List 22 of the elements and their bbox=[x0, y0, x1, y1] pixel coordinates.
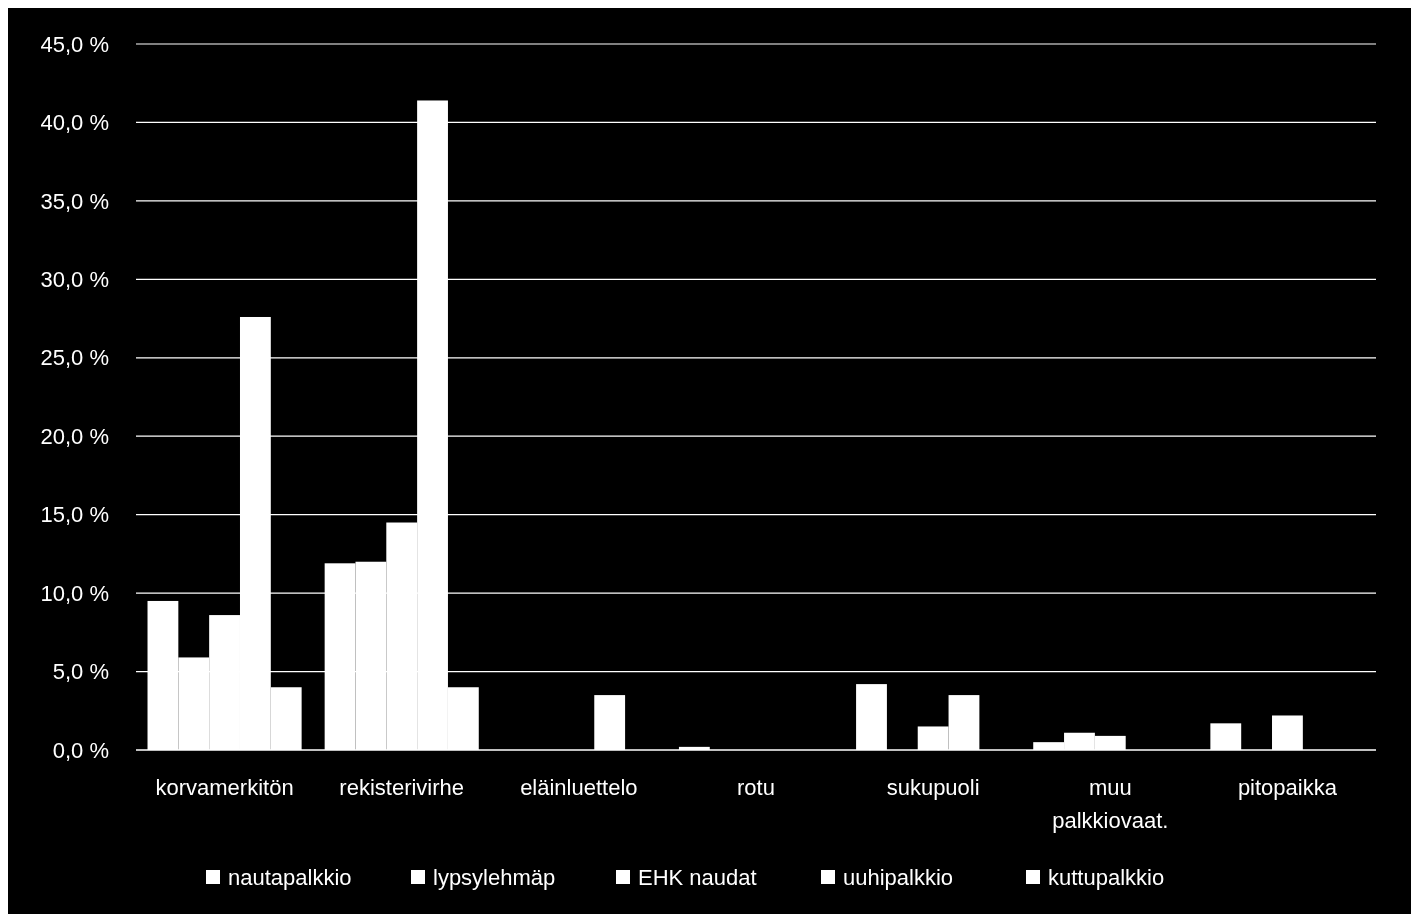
legend-label: kuttupalkkio bbox=[1048, 864, 1165, 890]
legend-label: lypsylehmäp bbox=[433, 864, 556, 890]
y-tick-label: 25,0 % bbox=[40, 345, 109, 371]
y-tick-label: 45,0 % bbox=[40, 31, 109, 57]
y-tick-label: 20,0 % bbox=[40, 423, 109, 449]
y-tick-label: 30,0 % bbox=[40, 267, 109, 293]
x-tick-label: sukupuoli bbox=[886, 775, 980, 800]
x-tick-label: muu palkkiovaat. bbox=[1052, 775, 1169, 833]
x-tick-label: rotu bbox=[737, 775, 775, 800]
y-tick-label: 10,0 % bbox=[40, 580, 109, 606]
legend-label: nautapalkkio bbox=[228, 864, 352, 890]
x-tick-label: rekisterivirhe bbox=[339, 775, 465, 800]
y-tick-label: 35,0 % bbox=[40, 188, 109, 214]
legend-label: uuhipalkkio bbox=[843, 864, 954, 890]
x-tick-label: eläinluettelo bbox=[520, 775, 638, 800]
y-tick-label: 40,0 % bbox=[40, 110, 109, 136]
legend-label: EHK naudat bbox=[638, 864, 757, 890]
y-tick-label: 0,0 % bbox=[52, 737, 109, 763]
x-tick-label: pitopaikka bbox=[1237, 775, 1338, 800]
y-tick-label: 5,0 % bbox=[52, 659, 109, 685]
x-tick-label: korvamerkitön bbox=[155, 775, 294, 800]
y-tick-label: 15,0 % bbox=[40, 502, 109, 528]
